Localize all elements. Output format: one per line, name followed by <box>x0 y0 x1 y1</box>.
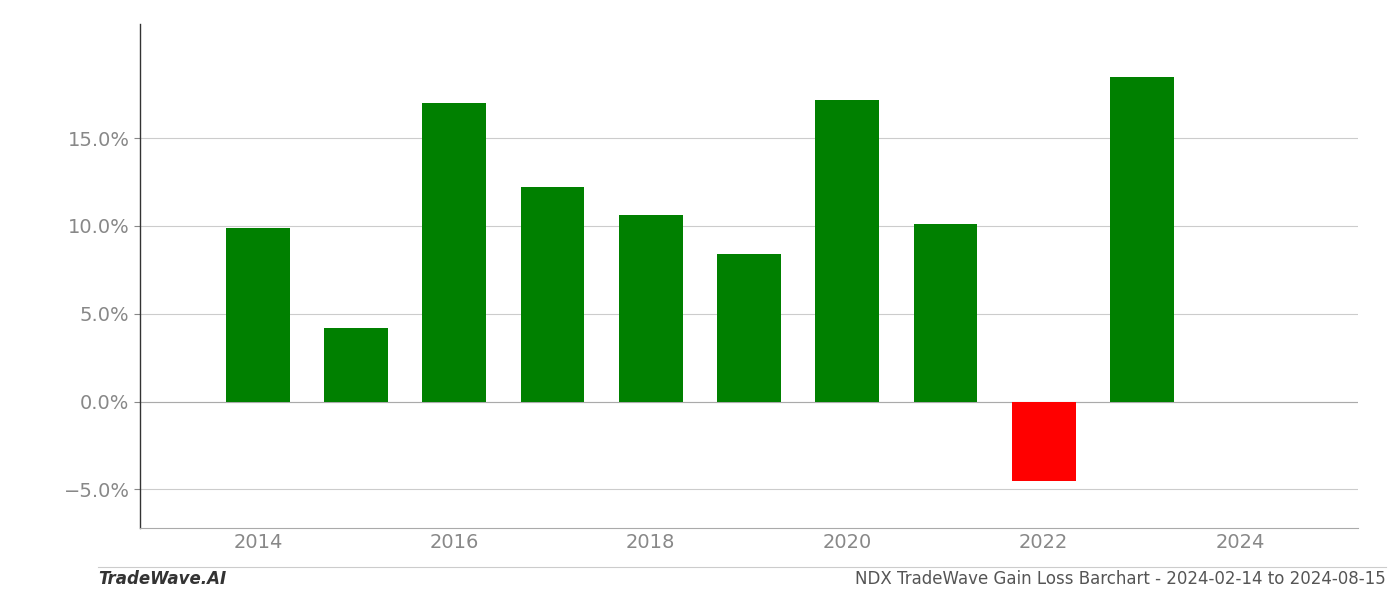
Bar <box>619 215 683 401</box>
Bar <box>914 224 977 401</box>
Bar <box>423 103 486 401</box>
Bar <box>225 228 290 401</box>
Bar <box>521 187 584 401</box>
Text: TradeWave.AI: TradeWave.AI <box>98 570 227 588</box>
Bar <box>325 328 388 401</box>
Bar <box>815 100 879 401</box>
Bar <box>1012 401 1075 481</box>
Text: NDX TradeWave Gain Loss Barchart - 2024-02-14 to 2024-08-15: NDX TradeWave Gain Loss Barchart - 2024-… <box>855 570 1386 588</box>
Bar <box>1110 77 1173 401</box>
Bar <box>717 254 781 401</box>
